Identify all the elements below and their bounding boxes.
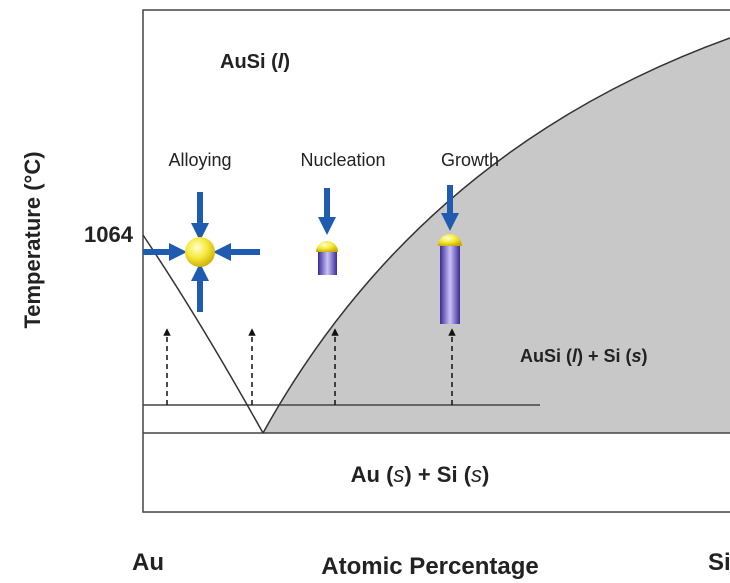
- text-part: AuSi (: [520, 346, 572, 366]
- text-part: s: [632, 346, 642, 366]
- temperature-label: 1064: [84, 222, 134, 247]
- text-part: AuSi (: [220, 51, 278, 73]
- phase-diagram: Temperature (°C) 1064 AuSi (l) Alloying …: [0, 0, 730, 583]
- nucleus: [318, 250, 337, 275]
- y-axis-label: Temperature (°C): [20, 151, 45, 328]
- text-part: s: [393, 462, 404, 487]
- text-part: ): [642, 346, 648, 366]
- x-left-label: Au: [132, 549, 164, 576]
- x-axis-label: Atomic Percentage: [321, 553, 538, 580]
- two-phase-region: [263, 38, 730, 433]
- stage-label: Alloying: [168, 150, 231, 170]
- text-part: s: [471, 462, 482, 487]
- x-right-label: Si: [708, 549, 730, 576]
- two-phase-label: AuSi (l) + Si (s): [520, 346, 648, 366]
- plot: [143, 10, 730, 512]
- liquid-label: AuSi (l): [220, 51, 290, 73]
- text-part: ) + Si (: [404, 462, 471, 487]
- text-part: ) + Si (: [577, 346, 632, 366]
- alloy-droplet: [185, 237, 215, 267]
- text-part: ): [283, 51, 290, 73]
- stage-label: Growth: [441, 150, 499, 170]
- text-part: Au (: [351, 462, 394, 487]
- nanowire: [440, 244, 460, 324]
- solid-label: Au (s) + Si (s): [351, 462, 490, 487]
- stage-label: Nucleation: [300, 150, 385, 170]
- text-part: ): [482, 462, 489, 487]
- droplet-cap: [316, 241, 338, 252]
